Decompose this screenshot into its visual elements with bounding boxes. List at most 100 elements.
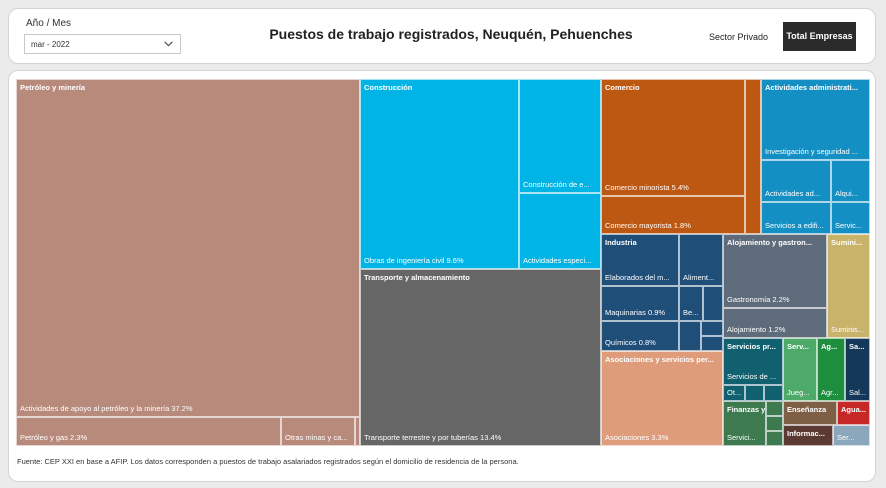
- treemap-label-alojamiento-gastronomia: Alojamiento y gastron...: [727, 238, 813, 247]
- treemap-label-otros-profesionales: Ot...: [727, 388, 742, 397]
- treemap-cell-actividades-apoyo[interactable]: Petróleo y minería Actividades de apoyo …: [16, 79, 360, 417]
- treemap-cell-construccion-top[interactable]: Construcción de e...: [519, 79, 601, 193]
- treemap-cell-servicios-edificios[interactable]: Servicios a edifi...: [761, 202, 831, 234]
- treemap-cell-bebidas[interactable]: Be...: [679, 286, 703, 321]
- treemap-cell-asociaciones[interactable]: Asociaciones y servicios per... Asociaci…: [601, 351, 723, 446]
- treemap-label-agro-sub: Agr...: [821, 388, 839, 397]
- treemap-cell-actividades-especializadas[interactable]: Actividades especi...: [519, 193, 601, 269]
- treemap-label-ensenanza: Enseñanza: [787, 405, 827, 414]
- treemap-cell-alquiler[interactable]: Alqui...: [831, 160, 870, 202]
- treemap-label-quimicos: Químicos 0.8%: [605, 338, 656, 347]
- treemap-label-finanzas-sub: Servici...: [727, 433, 756, 442]
- treemap-cell-transporte[interactable]: Transporte y almacenamiento Transporte t…: [360, 269, 601, 446]
- page-title: Puestos de trabajo registrados, Neuquén,…: [269, 26, 633, 42]
- treemap-cell-actividades-ad[interactable]: Actividades ad...: [761, 160, 831, 202]
- treemap-cell-investigacion[interactable]: Actividades administrati... Investigació…: [761, 79, 870, 160]
- month-select[interactable]: mar - 2022: [24, 34, 181, 54]
- treemap-cell-finanzas-otros-1[interactable]: [766, 401, 783, 416]
- treemap-cell-agro[interactable]: Ag... Agr...: [817, 338, 845, 401]
- sector-privado-button[interactable]: Sector Privado: [709, 32, 769, 42]
- treemap-cell-salud[interactable]: Sa... Sal...: [845, 338, 870, 401]
- treemap-cell-servicios-adm[interactable]: Servic...: [831, 202, 870, 234]
- treemap-cell-comercio-mayorista[interactable]: Comercio mayorista 1.8%: [601, 196, 745, 234]
- month-select-value: mar - 2022: [31, 40, 70, 49]
- treemap-label-transporte-terrestre: Transporte terrestre y por tuberías 13.4…: [364, 433, 502, 442]
- treemap-cell-industria-otros-2[interactable]: [679, 321, 701, 351]
- chevron-down-icon: [164, 41, 173, 47]
- treemap-label-asociaciones: Asociaciones y servicios per...: [605, 355, 714, 364]
- treemap-label-alimentos: Aliment...: [683, 273, 715, 282]
- treemap-label-maquinarias: Maquinarias 0.9%: [605, 308, 666, 317]
- treemap-cell-industria-otros-4[interactable]: [701, 336, 723, 351]
- treemap-cell-finanzas[interactable]: Finanzas y s... Servici...: [723, 401, 766, 446]
- treemap-label-servicios-profesionales: Servicios pr...: [727, 342, 776, 351]
- treemap-label-servicios-otros: Ser...: [837, 433, 855, 442]
- treemap-cell-suministro[interactable]: Sumini... Suminis...: [827, 234, 870, 338]
- treemap-label-gastronomia: Gastronomía 2.2%: [727, 295, 790, 304]
- treemap-cell-industria-otros-3[interactable]: [701, 321, 723, 336]
- footnote: Fuente: CEP XXI en base a AFIP. Los dato…: [17, 457, 519, 466]
- total-empresas-button[interactable]: Total Empresas: [783, 22, 856, 51]
- treemap-label-elaborados: Elaborados del m...: [605, 273, 670, 282]
- treemap-cell-agua[interactable]: Agua...: [837, 401, 870, 425]
- treemap-label-servicios-artisticos: Serv...: [787, 342, 809, 351]
- treemap-label-comercio-mayorista: Comercio mayorista 1.8%: [605, 221, 691, 230]
- treemap-label-bebidas: Be...: [683, 308, 699, 317]
- treemap-label-construccion-edificios: Construcción de e...: [523, 180, 590, 189]
- treemap-label-agro: Ag...: [821, 342, 838, 351]
- treemap-cell-finanzas-otros-2[interactable]: [766, 416, 783, 431]
- treemap-label-servicios-edificios: Servicios a edifi...: [765, 221, 824, 230]
- treemap-label-otras-minas: Otras minas y ca...: [285, 433, 348, 442]
- treemap-label-industria: Industria: [605, 238, 637, 247]
- treemap-label-construccion: Construcción: [364, 83, 413, 92]
- treemap-label-alojamiento: Alojamiento 1.2%: [727, 325, 786, 334]
- treemap-cell-gastronomia[interactable]: Alojamiento y gastron... Gastronomía 2.2…: [723, 234, 827, 308]
- treemap-label-suministro-sub: Suminis...: [831, 325, 864, 334]
- treemap-cell-obras-ingenieria[interactable]: Construcción Obras de ingeniería civil 9…: [360, 79, 519, 269]
- treemap-cell-maquinarias[interactable]: Maquinarias 0.9%: [601, 286, 679, 321]
- treemap-label-actividades-ad: Actividades ad...: [765, 189, 821, 198]
- treemap-cell-servicios-artisticos[interactable]: Serv... Jueg...: [783, 338, 817, 401]
- treemap-cell-elaborados[interactable]: Industria Elaborados del m...: [601, 234, 679, 286]
- treemap-cell-finanzas-otros-3[interactable]: [766, 431, 783, 446]
- treemap-label-transporte: Transporte y almacenamiento: [364, 273, 470, 282]
- treemap-label-suministro: Sumini...: [831, 238, 863, 247]
- treemap-cell-profesionales-otros-1[interactable]: [745, 385, 764, 401]
- treemap-cell-ensenanza[interactable]: Enseñanza: [783, 401, 837, 425]
- treemap-cell-alimentos[interactable]: Aliment...: [679, 234, 723, 286]
- treemap-cell-informacion[interactable]: Informac...: [783, 425, 833, 446]
- treemap-label-finanzas: Finanzas y s...: [727, 405, 766, 414]
- treemap-label-petroleo-gas: Petróleo y gas 2.3%: [20, 433, 88, 442]
- treemap-label-administrativas: Actividades administrati...: [765, 83, 858, 92]
- treemap-label-agua: Agua...: [841, 405, 867, 414]
- treemap-cell-comercio-minorista[interactable]: Comercio Comercio minorista 5.4%: [601, 79, 745, 196]
- treemap-cell-otros-profesionales[interactable]: Ot...: [723, 385, 745, 401]
- treemap-label-obras-ingenieria: Obras de ingeniería civil 9.6%: [364, 256, 464, 265]
- treemap-label-alquiler: Alqui...: [835, 189, 858, 198]
- header-panel: Año / Mes mar - 2022 Puestos de trabajo …: [8, 8, 876, 64]
- treemap-label-asociaciones-sub: Asociaciones 3.3%: [605, 433, 669, 442]
- filter-label: Año / Mes: [26, 18, 72, 29]
- treemap-label-petroleo-header: Petróleo y minería: [20, 83, 86, 92]
- treemap-cell-petroleo-gas[interactable]: Petróleo y gas 2.3%: [16, 417, 281, 446]
- treemap-label-salud-sub: Sal...: [849, 388, 867, 397]
- treemap-cell-servicios-otros[interactable]: Ser...: [833, 425, 870, 446]
- treemap-cell-petroleo-small[interactable]: [355, 417, 360, 446]
- treemap-label-servicios-de: Servicios de ...: [727, 372, 777, 381]
- treemap-panel: Petróleo y minería Petróleo y minería Ac…: [8, 70, 876, 482]
- treemap-cell-servicios-profesionales[interactable]: Servicios pr... Servicios de ...: [723, 338, 783, 385]
- treemap-label-comercio: Comercio: [605, 83, 640, 92]
- treemap-cell-alojamiento[interactable]: Alojamiento 1.2%: [723, 308, 827, 338]
- treemap-label-actividades-especializadas: Actividades especi...: [523, 256, 592, 265]
- treemap-cell-profesionales-otros-2[interactable]: [764, 385, 783, 401]
- treemap: Petróleo y minería Petróleo y minería Ac…: [16, 79, 870, 446]
- treemap-cell-quimicos[interactable]: Químicos 0.8%: [601, 321, 679, 351]
- treemap-label-juegos: Jueg...: [787, 388, 810, 397]
- treemap-label-investigacion: Investigación y seguridad ...: [765, 147, 858, 156]
- treemap-label-comercio-minorista: Comercio minorista 5.4%: [605, 183, 689, 192]
- treemap-cell-otras-minas[interactable]: Otras minas y ca...: [281, 417, 355, 446]
- treemap-label-actividades-apoyo: Actividades de apoyo al petróleo y la mi…: [20, 404, 193, 413]
- treemap-label-servicios-adm: Servic...: [835, 221, 863, 230]
- treemap-cell-industria-otros-1[interactable]: [703, 286, 723, 321]
- treemap-cell-comercio-otros[interactable]: [745, 79, 761, 234]
